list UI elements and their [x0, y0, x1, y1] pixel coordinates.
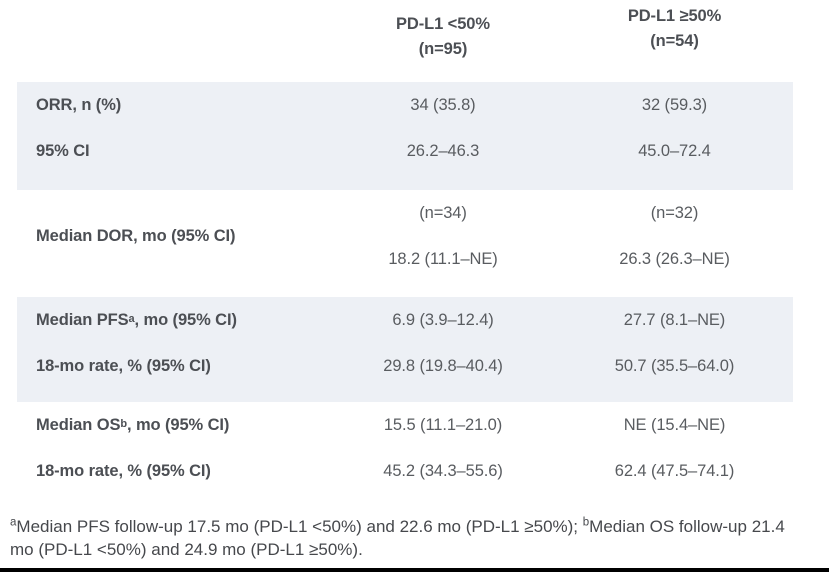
pfs-block: Median PFS a, mo (95% CI) 6.9 (3.9–12.4) …: [17, 297, 793, 402]
os-block: Median OS b, mo (95% CI) 15.5 (11.1–21.0)…: [17, 402, 793, 505]
header-empty-cell: [17, 0, 330, 82]
orr-block: ORR, n (%) 34 (35.8) 32 (59.3) 95% CI 26…: [17, 82, 793, 190]
row-label: ORR, n (%): [36, 95, 122, 114]
footnote-marker-a: a: [10, 516, 17, 529]
value-cell: 32 (59.3): [641, 95, 708, 114]
footnote-text: Median PFS follow-up 17.5 mo (PD-L1 <50%…: [16, 517, 583, 536]
value-cell: 18.2 (11.1–NE): [388, 249, 498, 268]
value-cell: 62.4 (47.5–74.1): [614, 461, 735, 480]
value-cell: 45.0–72.4: [638, 141, 711, 160]
table-row-orr: ORR, n (%) 34 (35.8) 32 (59.3): [17, 82, 793, 128]
row-label: 18-mo rate, % (95% CI): [36, 461, 211, 480]
value-cell: 27.7 (8.1–NE): [623, 310, 726, 329]
table-row-os-18mo: 18-mo rate, % (95% CI) 45.2 (34.3–55.6) …: [17, 448, 793, 494]
value-cell: 6.9 (3.9–12.4): [392, 310, 494, 329]
dor-block: Median DOR, mo (95% CI) (n=34) (n=32) 18…: [17, 190, 793, 297]
table-row-dor: Median DOR, mo (95% CI) (n=34) (n=32) 18…: [17, 190, 793, 282]
table-footnote: aMedian PFS follow-up 17.5 mo (PD-L1 <50…: [10, 505, 810, 561]
table-row-os: Median OS b, mo (95% CI) 15.5 (11.1–21.0)…: [17, 402, 793, 448]
value-cell: (n=32): [650, 203, 699, 222]
table-row-pfs-18mo: 18-mo rate, % (95% CI) 29.8 (19.8–40.4) …: [17, 343, 793, 389]
column-header-line2: (n=95): [418, 40, 468, 58]
row-label-text: Median OS: [36, 415, 121, 434]
row-label: Median PFS a, mo (95% CI): [36, 310, 237, 329]
column-header-pdl1-lt50: PD-L1 <50% (n=95): [330, 0, 556, 82]
row-label: 95% CI: [36, 141, 90, 160]
table-header: PD-L1 <50% (n=95) PD-L1 ≥50% (n=54): [17, 0, 793, 82]
column-header-line1: PD-L1 <50%: [396, 15, 490, 33]
table-content: PD-L1 <50% (n=95) PD-L1 ≥50% (n=54) ORR,…: [10, 0, 793, 561]
row-label: 18-mo rate, % (95% CI): [36, 356, 211, 375]
footnote-text: Median OS follow-up 21.4 mo (PD-L1 <50%)…: [10, 517, 785, 559]
row-label-text: Median PFS: [36, 310, 129, 329]
row-label-text: , mo (95% CI): [134, 310, 237, 329]
footnote-marker-b: b: [582, 516, 590, 529]
value-cell: (n=34): [419, 203, 467, 222]
column-header-pdl1-ge50: PD-L1 ≥50% (n=54): [556, 0, 793, 82]
table-row-pfs: Median PFS a, mo (95% CI) 6.9 (3.9–12.4) …: [17, 297, 793, 343]
table-row-orr-ci: 95% CI 26.2–46.3 45.0–72.4: [17, 128, 793, 174]
value-cell: NE (15.4–NE): [623, 415, 726, 434]
bottom-rule: [0, 568, 829, 572]
value-cell: 50.7 (35.5–64.0): [614, 356, 735, 375]
value-cell: 29.8 (19.8–40.4): [383, 356, 503, 375]
row-label-text: , mo (95% CI): [127, 415, 230, 434]
column-header-line1: PD-L1 ≥50%: [627, 7, 722, 25]
value-cell: 15.5 (11.1–21.0): [383, 415, 503, 434]
row-label: Median DOR, mo (95% CI): [36, 226, 236, 245]
value-cell: 26.2–46.3: [406, 141, 480, 160]
value-cell: 45.2 (34.3–55.6): [383, 461, 503, 480]
row-label: Median OS b, mo (95% CI): [36, 415, 230, 434]
column-header-line2: (n=54): [650, 32, 699, 50]
value-cell: 26.3 (26.3–NE): [619, 249, 730, 268]
value-cell: 34 (35.8): [410, 95, 476, 114]
